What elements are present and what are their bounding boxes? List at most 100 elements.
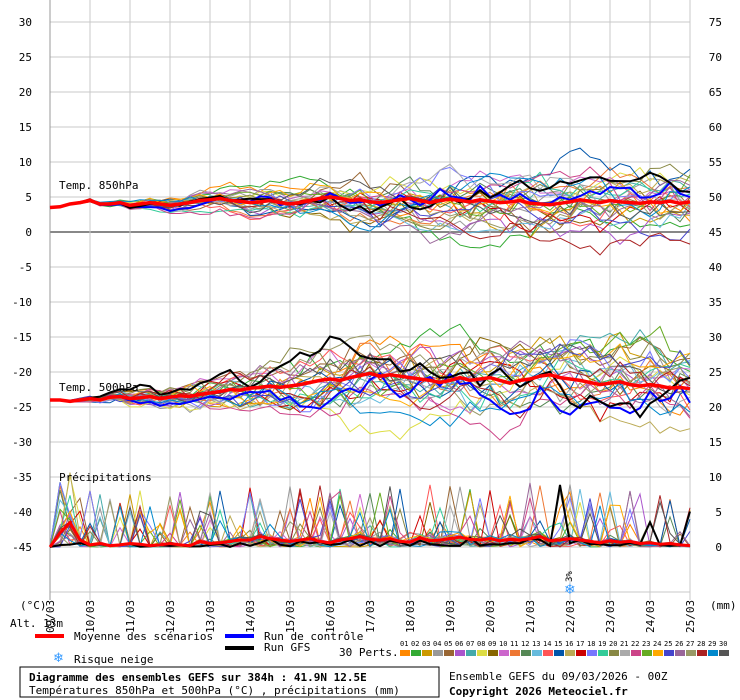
y-tick-left: -45 bbox=[12, 541, 32, 554]
x-tick-label: 14/03 bbox=[244, 600, 257, 633]
pert-number: 25 bbox=[664, 640, 672, 648]
y-tick-right: 15 bbox=[709, 436, 722, 449]
snow-percent: 3% bbox=[565, 571, 575, 582]
y-tick-left: 20 bbox=[19, 86, 32, 99]
pert-swatch bbox=[477, 650, 487, 656]
x-tick-label: 23/03 bbox=[604, 600, 617, 633]
y-tick-left: 0 bbox=[25, 226, 32, 239]
pert-swatch bbox=[620, 650, 630, 656]
altitude-label: Alt. 13m bbox=[10, 617, 63, 630]
y-tick-right: 70 bbox=[709, 51, 722, 64]
pert-legend: 01 02 03 04 05 06 07 08 09 10 11 12 13 14 15 16 17 18 19 20… bbox=[400, 640, 729, 656]
copyright: Copyright 2026 Meteociel.fr bbox=[449, 685, 628, 698]
pert-swatch bbox=[686, 650, 696, 656]
precip-section-label: Précipitations bbox=[59, 471, 152, 484]
pert-number: 30 bbox=[719, 640, 727, 648]
pert-swatch bbox=[598, 650, 608, 656]
pert-swatch bbox=[444, 650, 454, 656]
mean-precip-line bbox=[48, 520, 691, 548]
pert-swatch bbox=[631, 650, 641, 656]
pert-number: 03 bbox=[422, 640, 430, 648]
pert-number: 16 bbox=[565, 640, 573, 648]
pert-number: 13 bbox=[532, 640, 540, 648]
member-precip-line bbox=[49, 505, 691, 548]
legend-snow-label: Risque neige bbox=[74, 653, 153, 666]
pert-number: 09 bbox=[488, 640, 496, 648]
pert-number: 02 bbox=[411, 640, 419, 648]
x-tick-label: 15/03 bbox=[284, 600, 297, 633]
pert-swatch bbox=[554, 650, 564, 656]
mean-t500-line bbox=[50, 371, 691, 404]
pert-number: 11 bbox=[510, 640, 518, 648]
pert-swatch bbox=[499, 650, 509, 656]
pert-swatch bbox=[719, 650, 729, 656]
x-tick-label: 21/03 bbox=[524, 600, 537, 633]
y-tick-left: -30 bbox=[12, 436, 32, 449]
pert-swatch bbox=[532, 650, 542, 656]
pert-swatch bbox=[697, 650, 707, 656]
pert-number: 29 bbox=[708, 640, 716, 648]
pert-swatch bbox=[653, 650, 663, 656]
pert-number: 20 bbox=[609, 640, 617, 648]
y-tick-left: 10 bbox=[19, 156, 32, 169]
y-tick-right: 0 bbox=[715, 541, 722, 554]
pert-swatch bbox=[455, 650, 465, 656]
pert-number: 06 bbox=[455, 640, 463, 648]
x-tick-label: 12/03 bbox=[164, 600, 177, 633]
pert-number: 18 bbox=[587, 640, 595, 648]
gfs-t500-line bbox=[49, 335, 691, 419]
pert-swatch bbox=[521, 650, 531, 656]
x-tick-label: 13/03 bbox=[204, 600, 217, 633]
y-tick-right: 60 bbox=[709, 121, 722, 134]
y-tick-right: 35 bbox=[709, 296, 722, 309]
x-tick-label: 22/03 bbox=[564, 600, 577, 633]
y-tick-right: 20 bbox=[709, 401, 722, 414]
x-tick-label: 18/03 bbox=[404, 600, 417, 633]
y-tick-right: 55 bbox=[709, 156, 722, 169]
pert-swatch bbox=[675, 650, 685, 656]
pert-swatch bbox=[708, 650, 718, 656]
pert-number: 10 bbox=[499, 640, 507, 648]
y-tick-left: -10 bbox=[12, 296, 32, 309]
y-tick-right: 75 bbox=[709, 16, 722, 29]
pert-number: 05 bbox=[444, 640, 452, 648]
pert-swatch bbox=[488, 650, 498, 656]
y-tick-right: 65 bbox=[709, 86, 722, 99]
pert-swatch bbox=[664, 650, 674, 656]
y-tick-right: 45 bbox=[709, 226, 722, 239]
pert-number: 22 bbox=[631, 640, 639, 648]
y-tick-right: 5 bbox=[715, 506, 722, 519]
chart-subtitle: Températures 850hPa et 500hPa (°C) , pré… bbox=[29, 684, 400, 697]
member-t850-line bbox=[49, 191, 691, 256]
y-tick-left: 15 bbox=[19, 121, 32, 134]
member-t850-line bbox=[49, 172, 691, 232]
pert-number: 24 bbox=[653, 640, 661, 648]
legend-snow-icon: ❄ bbox=[53, 651, 64, 666]
series-lines bbox=[48, 171, 691, 549]
pert-number: 17 bbox=[576, 640, 584, 648]
y-tick-left: 25 bbox=[19, 51, 32, 64]
t850-section-label: Temp. 850hPa bbox=[59, 179, 138, 192]
chart-title: Diagramme des ensembles GEFS sur 384h : … bbox=[29, 671, 367, 684]
pert-swatch bbox=[565, 650, 575, 656]
legend-mean-label: Moyenne des scénarios bbox=[74, 630, 213, 643]
snow-marker: 3% ❄ bbox=[564, 571, 576, 598]
left-axis-unit: (°C) bbox=[20, 599, 47, 612]
pert-swatch bbox=[433, 650, 443, 656]
x-tick-label: 20/03 bbox=[484, 600, 497, 633]
pert-number: 08 bbox=[477, 640, 485, 648]
legend-gfs-label: Run GFS bbox=[264, 641, 310, 654]
y-tick-left: -5 bbox=[19, 261, 32, 274]
pert-swatch bbox=[422, 650, 432, 656]
pert-swatch bbox=[543, 650, 553, 656]
legend-control-label: Run de contrôle bbox=[264, 630, 363, 643]
y-tick-left: -25 bbox=[12, 401, 32, 414]
y-tick-right: 30 bbox=[709, 331, 722, 344]
pert-number: 15 bbox=[554, 640, 562, 648]
member-t500-line bbox=[49, 344, 691, 404]
pert-number: 04 bbox=[433, 640, 441, 648]
x-tick-label: 24/03 bbox=[644, 600, 657, 633]
pert-swatch bbox=[576, 650, 586, 656]
